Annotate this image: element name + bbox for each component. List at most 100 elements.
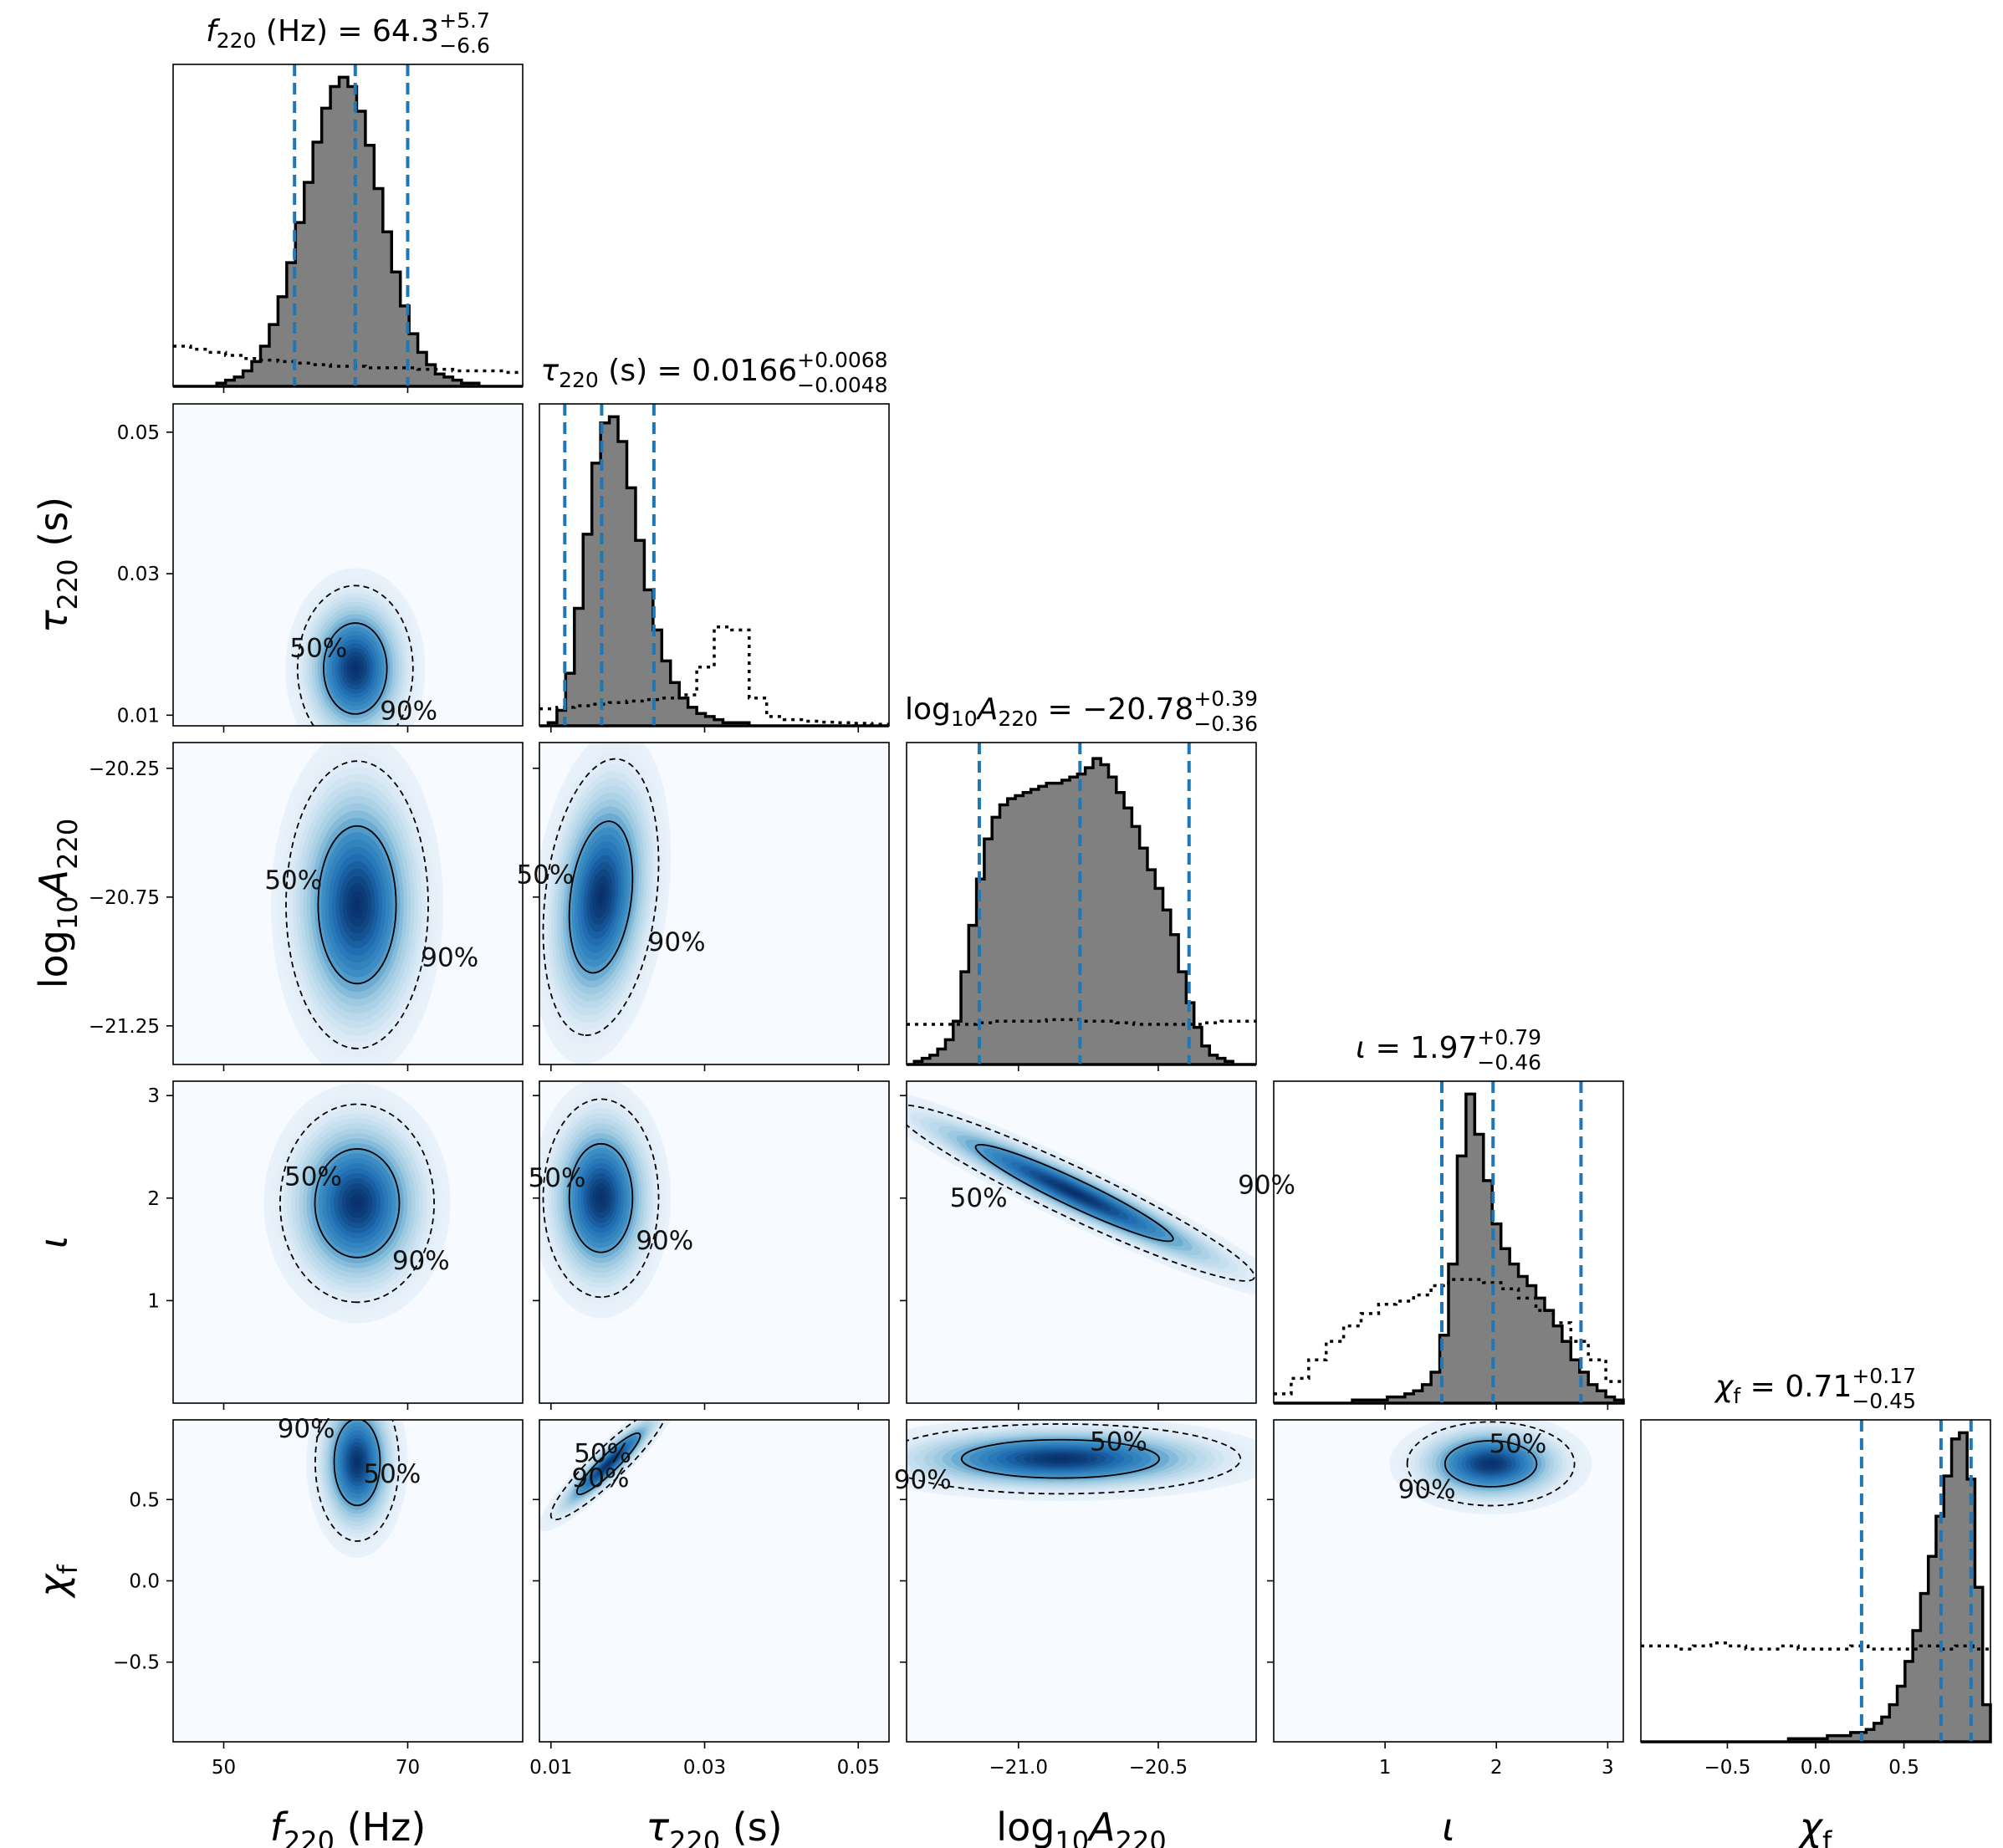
density-band [355, 1457, 360, 1467]
prior-tau220 [539, 625, 889, 726]
panel-frame [172, 742, 524, 1065]
axis-label-sub: 220 [284, 1825, 335, 1848]
histogram-chif [1641, 1431, 1992, 1743]
title-upper-error: +0.17 [1852, 1364, 1916, 1388]
title-lower-error: −0.46 [1477, 1050, 1541, 1075]
contour-90 [542, 1098, 660, 1299]
axis-label-unit: (s) [31, 497, 76, 559]
density-band [1486, 1461, 1495, 1467]
x-tick-label-tau220: 0.05 [837, 1757, 880, 1779]
axis-label-symbol2: A [1086, 1805, 1115, 1848]
density-tau220-chif [539, 1420, 679, 1532]
prior-logA220 [907, 1018, 1256, 1026]
title-symbol: χ [1714, 1370, 1735, 1404]
contour-50 [568, 820, 634, 974]
contour-50 [333, 1420, 381, 1507]
contour-50 [568, 1142, 634, 1253]
x-tick-label-iota: 1 [1379, 1757, 1392, 1779]
title-upper-error: +5.7 [439, 8, 490, 33]
axis-label-sub: 220 [669, 1825, 720, 1848]
y-tick-label-tau220: 0.01 [117, 705, 160, 727]
axis-label-sub: f [52, 1565, 84, 1575]
density-band [353, 1197, 361, 1208]
axis-label-main: χ [1797, 1805, 1824, 1848]
density-band [1051, 1457, 1070, 1461]
histogram-iota [1274, 1092, 1625, 1405]
panel-title-chif: χf = 0.71+0.17 −0.45 [1714, 1364, 1916, 1413]
title-lower-error: −0.0048 [797, 373, 887, 397]
axis-label-main: ι [31, 1236, 76, 1249]
contour-90 [542, 758, 660, 1036]
density-f220-chif [306, 1420, 408, 1558]
y-axis-label-chif: χf [31, 1565, 84, 1600]
title-subscript: 220 [559, 368, 599, 392]
axis-label-main: τ [31, 610, 76, 633]
density-f220-tau220 [285, 568, 426, 726]
x-tick-label-chif: 0.5 [1888, 1757, 1919, 1779]
contour-50 [960, 1438, 1160, 1479]
contour-90 [296, 585, 414, 726]
contour-label-90: 90% [636, 1226, 693, 1256]
contour-label-50: 50% [950, 1183, 1008, 1213]
density-band [598, 890, 604, 905]
contour-90 [907, 1104, 1255, 1282]
density-band [353, 897, 361, 912]
x-tick-label-iota: 2 [1490, 1757, 1503, 1779]
contour-label-50: 50% [529, 1163, 586, 1193]
y-tick-label-chif: −0.5 [113, 1652, 160, 1674]
contour-label-90: 90% [1238, 1171, 1295, 1201]
axis-label-main: τ [646, 1805, 669, 1848]
density-iota-chif [1389, 1420, 1592, 1515]
contour-label-50: 50% [1090, 1427, 1147, 1457]
x-axis-label-f220: f220 (Hz) [270, 1805, 427, 1848]
density-logA220-iota [907, 1086, 1256, 1300]
contour-50 [317, 824, 397, 985]
y-tick-label-tau220: 0.03 [117, 564, 160, 585]
x-tick-label-f220: 50 [212, 1757, 236, 1779]
x-tick-label-chif: 0.0 [1801, 1757, 1832, 1779]
title-subscript: 10 [951, 707, 978, 731]
contour-label-90: 90% [392, 1246, 450, 1276]
title-value: = 0.71 [1740, 1370, 1852, 1404]
x-axis-label-tau220: τ220 (s) [646, 1805, 782, 1848]
title-subscript: f [1733, 1384, 1741, 1408]
title-lower-error: −6.6 [439, 33, 490, 58]
title-value: = 1.97 [1366, 1031, 1477, 1065]
contour-label-90: 90% [421, 943, 478, 973]
y-axis-label-tau220: τ220 (s) [31, 497, 84, 633]
contour-label-50: 50% [1489, 1429, 1546, 1459]
prior-chif [1641, 1641, 1990, 1651]
hist-panel-logA220 [907, 743, 1256, 1066]
axis-label-main: log [31, 930, 76, 988]
axis-label-unit: (s) [720, 1805, 782, 1848]
contour-90 [279, 1103, 435, 1304]
title-symbol: ι [1356, 1031, 1366, 1065]
x-tick-label-tau220: 0.03 [683, 1757, 726, 1779]
panel-frame [172, 403, 524, 727]
contour-label-90: 90% [380, 697, 437, 727]
title-symbol: τ [540, 354, 559, 388]
axis-label-unit: (Hz) [335, 1805, 426, 1848]
contour-label-50: 50% [284, 1162, 342, 1192]
panel-frame [1273, 1080, 1624, 1404]
title-value: (s) = 0.0166 [599, 354, 797, 388]
density-logA220-chif [907, 1420, 1256, 1502]
axis-label-sub: 220 [52, 559, 84, 610]
contour-50 [575, 1432, 641, 1496]
histogram-f220 [173, 75, 523, 388]
contour-50 [323, 622, 388, 715]
contour-90 [1406, 1421, 1576, 1507]
title-upper-error: +0.79 [1477, 1025, 1541, 1049]
panel-frame [539, 1080, 890, 1404]
y-tick-label-tau220: 0.05 [117, 422, 160, 444]
x-axis-label-logA220: log10A220 [996, 1805, 1166, 1848]
axis-label-sub: 10 [52, 896, 84, 930]
density-f220-logA220 [271, 743, 443, 1064]
y-tick-label-iota: 2 [147, 1188, 160, 1210]
hist-panel-tau220 [539, 404, 889, 727]
contour-90 [907, 1423, 1242, 1495]
hist-panel-f220 [173, 64, 523, 388]
x-axis-label-chif: χf [1797, 1805, 1832, 1848]
y-tick-label-logA220: −20.25 [89, 758, 160, 780]
title-subscript2: 220 [998, 707, 1038, 731]
